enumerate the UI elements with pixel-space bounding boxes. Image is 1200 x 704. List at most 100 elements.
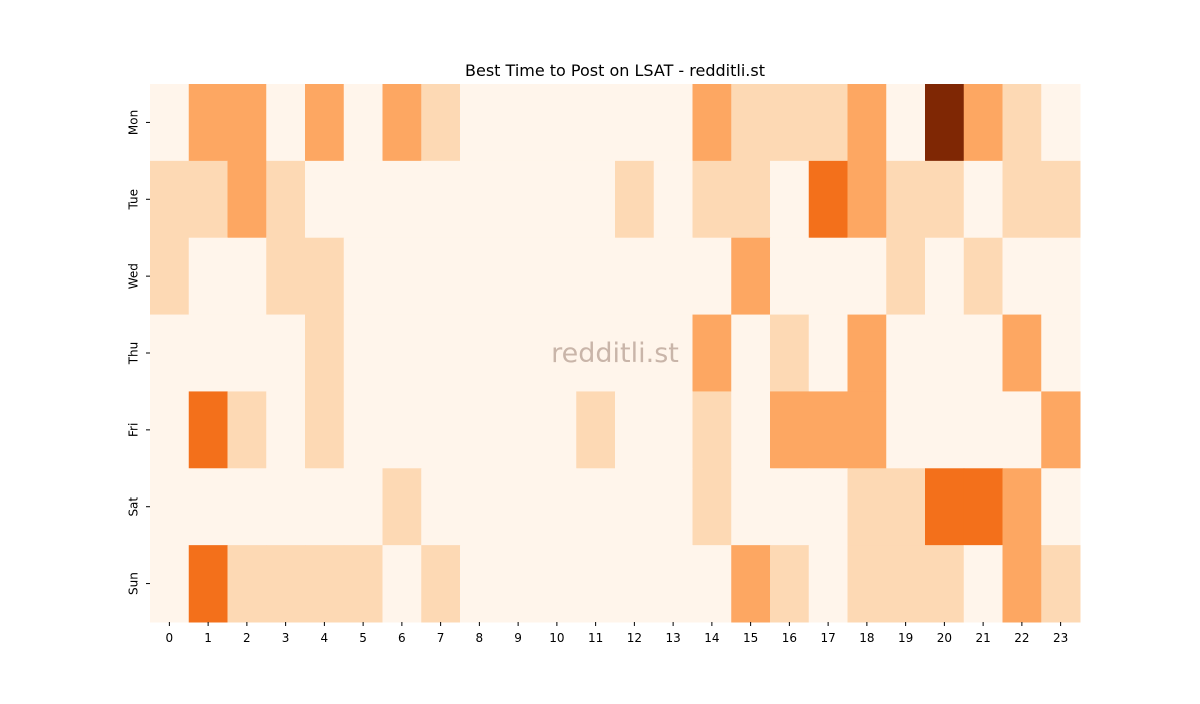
heatmap-cell — [150, 468, 190, 546]
heatmap-cell — [1002, 84, 1042, 162]
heatmap-cell — [343, 391, 383, 469]
x-tick-label: 6 — [398, 631, 406, 645]
heatmap-cell — [498, 545, 538, 623]
heatmap-cell — [770, 314, 810, 392]
heatmap-cell — [847, 237, 887, 316]
x-tick-label: 20 — [937, 631, 952, 645]
heatmap-cell — [266, 84, 306, 162]
heatmap-cell — [692, 314, 732, 392]
heatmap-cell — [963, 84, 1003, 162]
heatmap-cell — [886, 84, 926, 162]
heatmap-cell — [343, 237, 383, 316]
y-tick-label: Fri — [127, 423, 141, 437]
heatmap-cell — [343, 314, 383, 392]
x-tick-label: 16 — [782, 631, 797, 645]
heatmap-cell — [808, 84, 848, 162]
heatmap-cell — [576, 391, 616, 469]
heatmap-cell — [460, 545, 500, 623]
heatmap-cell — [343, 160, 383, 239]
heatmap-cell — [1002, 314, 1042, 392]
heatmap-cell — [808, 545, 848, 623]
heatmap-cell — [266, 314, 306, 392]
heatmap-cell — [188, 391, 228, 469]
heatmap-cell — [963, 160, 1003, 239]
heatmap-cell — [808, 160, 848, 239]
y-tick-label: Sun — [127, 572, 141, 595]
heatmap-cell — [731, 160, 771, 239]
heatmap-cell — [188, 468, 228, 546]
heatmap-cell — [653, 160, 693, 239]
heatmap-cell — [227, 237, 267, 316]
heatmap-cell — [615, 545, 655, 623]
heatmap-cell — [847, 391, 887, 469]
heatmap-cell — [963, 545, 1003, 623]
heatmap-cell — [537, 391, 577, 469]
x-tick-label: 2 — [243, 631, 251, 645]
heatmap-cell — [188, 160, 228, 239]
x-tick-label: 10 — [549, 631, 564, 645]
heatmap-cell — [692, 545, 732, 623]
heatmap-cell — [731, 468, 771, 546]
heatmap-cell — [382, 314, 422, 392]
heatmap-cell — [692, 468, 732, 546]
x-tick-label: 7 — [437, 631, 445, 645]
heatmap-cell — [615, 314, 655, 392]
heatmap-cell — [847, 160, 887, 239]
heatmap-cell — [150, 545, 190, 623]
heatmap-cell — [615, 468, 655, 546]
heatmap-cells — [150, 84, 1081, 623]
x-tick-label: 5 — [359, 631, 367, 645]
heatmap-cell — [731, 237, 771, 316]
heatmap-cell — [343, 84, 383, 162]
heatmap-cell — [886, 468, 926, 546]
heatmap-cell — [925, 391, 965, 469]
heatmap-cell — [692, 237, 732, 316]
heatmap-cell — [963, 391, 1003, 469]
heatmap-cell — [808, 468, 848, 546]
heatmap-cell — [266, 391, 306, 469]
y-tick-label: Wed — [127, 263, 141, 289]
heatmap-cell — [382, 391, 422, 469]
heatmap-cell — [537, 545, 577, 623]
heatmap-cell — [770, 545, 810, 623]
heatmap-cell — [1041, 237, 1081, 316]
heatmap-cell — [653, 314, 693, 392]
heatmap-cell — [421, 391, 461, 469]
heatmap-cell — [188, 237, 228, 316]
heatmap-cell — [653, 237, 693, 316]
x-tick-label: 9 — [514, 631, 522, 645]
heatmap-cell — [886, 391, 926, 469]
heatmap-cell — [498, 468, 538, 546]
heatmap-cell — [266, 160, 306, 239]
heatmap-cell — [770, 391, 810, 469]
heatmap-cell — [925, 84, 965, 162]
x-tick-label: 23 — [1053, 631, 1068, 645]
heatmap-cell — [963, 468, 1003, 546]
heatmap-cell — [188, 84, 228, 162]
heatmap-cell — [886, 545, 926, 623]
heatmap-cell — [382, 545, 422, 623]
x-tick-label: 11 — [588, 631, 603, 645]
x-tick-label: 0 — [166, 631, 174, 645]
heatmap-cell — [305, 84, 345, 162]
heatmap-cell — [537, 84, 577, 162]
heatmap-cell — [886, 237, 926, 316]
heatmap-cell — [808, 314, 848, 392]
heatmap-cell — [421, 237, 461, 316]
y-tick-label: Mon — [127, 110, 141, 135]
y-axis: Mon Tue Wed Thu Fri Sat Sun — [127, 110, 150, 595]
heatmap-cell — [576, 314, 616, 392]
heatmap-cell — [925, 545, 965, 623]
heatmap-cell — [305, 391, 345, 469]
heatmap-cell — [382, 160, 422, 239]
heatmap-cell — [692, 84, 732, 162]
y-tick-label: Thu — [127, 342, 141, 366]
heatmap-cell — [227, 84, 267, 162]
heatmap-cell — [770, 160, 810, 239]
x-tick-label: 17 — [820, 631, 835, 645]
watermark: redditli.st — [551, 338, 679, 369]
heatmap-cell — [925, 237, 965, 316]
x-tick-label: 19 — [898, 631, 913, 645]
heatmap-cell — [227, 468, 267, 546]
